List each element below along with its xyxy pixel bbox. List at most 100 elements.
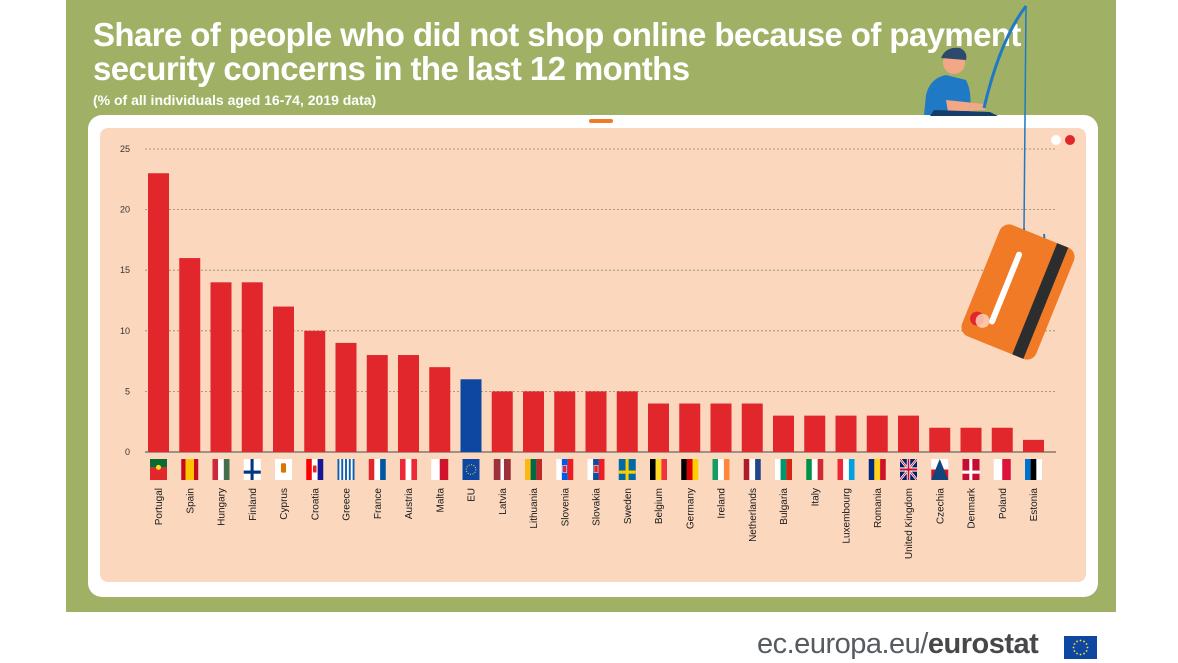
- hungary-flag-icon: [212, 459, 230, 480]
- red-dot-icon: [1065, 135, 1075, 145]
- category-label: Italy: [810, 488, 821, 506]
- bar-latvia: [491, 391, 513, 452]
- bulgaria-flag-icon: [775, 459, 792, 480]
- bar-sweden: [616, 391, 638, 452]
- eu-star-icon: [1079, 639, 1082, 642]
- ireland-flag-icon: [712, 459, 730, 480]
- tablet-camera-icon: [589, 119, 613, 123]
- eu-star-icon: [1072, 646, 1075, 649]
- romania-flag-icon: [868, 459, 886, 480]
- france-flag-icon: [368, 459, 386, 480]
- category-label: Romania: [873, 488, 884, 528]
- bar-spain: [179, 258, 201, 452]
- category-labels: Portugal Spain Hungary Finland Cyprus Croatia…: [154, 487, 1040, 559]
- bar-slovakia: [585, 391, 607, 452]
- category-label: Poland: [998, 488, 1009, 519]
- eu-star-icon: [1073, 643, 1076, 645]
- eu-star-icon: [1085, 650, 1088, 652]
- bar-france: [366, 355, 388, 452]
- category-label: Ireland: [717, 488, 728, 519]
- eu-star-icon: [1079, 653, 1082, 656]
- category-label: Sweden: [623, 488, 634, 524]
- eu-logo-icon: [1064, 636, 1097, 659]
- eu-flag-icon: [462, 459, 480, 480]
- y-tick-label: 10: [120, 326, 130, 336]
- bar-austria: [398, 355, 419, 452]
- bar-slovenia: [554, 391, 576, 452]
- bar-czechia: [929, 427, 951, 452]
- fisher-person-icon: [924, 47, 998, 116]
- germany-flag-icon: [681, 459, 699, 480]
- bar-italy: [804, 415, 826, 452]
- cyprus-flag-icon: [275, 459, 292, 480]
- slovakia-flag-icon: [587, 459, 605, 480]
- bar-lithuania: [523, 391, 544, 452]
- y-tick-label: 0: [125, 447, 130, 457]
- y-tick-label: 25: [120, 144, 130, 154]
- category-label: EU: [467, 488, 478, 502]
- fishing-line-icon: [1023, 5, 1027, 231]
- flags: [150, 458, 1042, 481]
- bar-netherlands: [741, 403, 763, 452]
- category-label: Denmark: [967, 487, 978, 529]
- sweden-flag-icon: [618, 459, 636, 480]
- category-label: United Kingdom: [904, 488, 915, 559]
- category-label: Bulgaria: [779, 488, 790, 525]
- category-label: Luxembourg: [842, 488, 853, 544]
- credit-card-icon: [961, 224, 1075, 360]
- bar-finland: [241, 282, 263, 452]
- fishing-rod-icon: [982, 5, 1028, 109]
- chart-area: [100, 128, 1086, 582]
- category-label: Latvia: [498, 488, 509, 515]
- united-kingdom-flag-icon: [899, 458, 918, 481]
- category-label: Germany: [685, 488, 696, 529]
- eu-star-icon: [1083, 652, 1085, 655]
- category-label: Greece: [342, 488, 353, 521]
- white-dot-icon: [1051, 135, 1061, 145]
- footer-url[interactable]: ec.europa.eu/eurostat: [757, 628, 1039, 660]
- category-label: Croatia: [310, 488, 321, 521]
- bar-malta: [429, 367, 451, 452]
- category-label: Slovenia: [560, 488, 571, 527]
- eu-star-icon: [1073, 650, 1076, 652]
- y-tick-label: 15: [120, 265, 130, 275]
- slovenia-flag-icon: [556, 459, 574, 480]
- chart-subtitle: (% of all individuals aged 16-74, 2019 d…: [93, 92, 377, 108]
- bar-estonia: [1023, 439, 1044, 452]
- category-label: Austria: [404, 488, 415, 520]
- y-tick-label: 5: [125, 386, 130, 396]
- bar-ireland: [710, 403, 732, 452]
- eu-star-icon: [1076, 640, 1078, 643]
- category-label: Finland: [248, 488, 259, 521]
- category-label: Cyprus: [279, 488, 290, 520]
- luxembourg-flag-icon: [837, 459, 855, 480]
- bar-cyprus: [273, 306, 294, 452]
- bar-eu: [460, 379, 482, 452]
- bar-united-kingdom: [898, 415, 919, 452]
- category-label: Spain: [185, 488, 196, 514]
- category-label: Lithuania: [529, 488, 540, 529]
- bar-portugal: [148, 173, 169, 453]
- finland-flag-icon: [243, 459, 261, 480]
- estonia-flag-icon: [1025, 459, 1042, 480]
- belgium-flag-icon: [650, 459, 667, 480]
- category-label: Netherlands: [748, 488, 759, 542]
- malta-flag-icon: [431, 459, 449, 480]
- portugal-flag-icon: [150, 459, 167, 480]
- spain-flag-icon: [181, 459, 199, 480]
- y-tick-label: 20: [120, 205, 130, 215]
- czechia-flag-icon: [931, 459, 949, 480]
- bar-hungary: [210, 282, 232, 452]
- category-label: France: [373, 488, 384, 520]
- netherlands-flag-icon: [743, 459, 761, 480]
- category-label: Czechia: [935, 488, 946, 525]
- eu-star-icon: [1086, 646, 1089, 649]
- lithuania-flag-icon: [525, 459, 542, 480]
- bar-belgium: [648, 403, 669, 452]
- category-label: Belgium: [654, 488, 665, 524]
- bar-poland: [991, 427, 1013, 452]
- footer-url-brand: eurostat: [927, 628, 1039, 660]
- bar-luxembourg: [835, 415, 857, 452]
- bar-denmark: [960, 427, 982, 452]
